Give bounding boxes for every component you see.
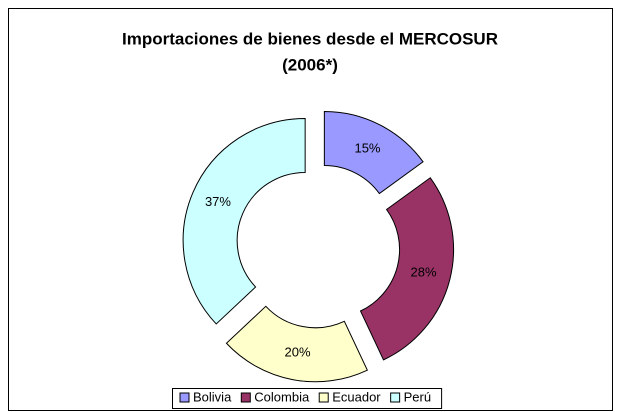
legend-label: Bolivia bbox=[193, 389, 232, 404]
legend-swatch bbox=[179, 392, 190, 403]
legend-box bbox=[172, 388, 443, 409]
legend-swatch bbox=[318, 392, 329, 403]
legend-label: Perú bbox=[404, 389, 431, 404]
data-label: 37% bbox=[205, 194, 231, 209]
donut-segment bbox=[323, 111, 424, 195]
donut-segment bbox=[225, 305, 368, 383]
data-label: 28% bbox=[411, 265, 437, 280]
legend-label: Colombia bbox=[254, 389, 310, 404]
donut-segment bbox=[359, 177, 454, 361]
data-label: 20% bbox=[285, 345, 311, 360]
chart-title: (2006*) bbox=[282, 55, 338, 74]
donut-segment bbox=[182, 117, 306, 325]
chart-title: Importaciones de bienes desde el MERCOSU… bbox=[122, 29, 498, 48]
data-label: 15% bbox=[354, 140, 380, 155]
legend-swatch bbox=[240, 392, 251, 403]
plot: 15% 28% 20% 37% bbox=[182, 111, 454, 383]
legend-swatch bbox=[390, 392, 401, 403]
legend: Bolivia Colombia Ecuador Perú bbox=[172, 388, 443, 409]
legend-label: Ecuador bbox=[332, 389, 381, 404]
